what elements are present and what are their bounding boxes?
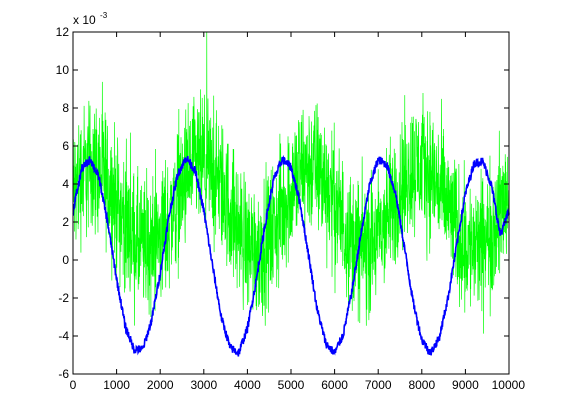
series-line-2 bbox=[72, 154, 510, 357]
x-tick-label: 5000 bbox=[278, 378, 305, 392]
y-tick-label: 0 bbox=[62, 253, 69, 267]
y-axis-exponent-power: -3 bbox=[100, 11, 108, 20]
x-tick-label: 2000 bbox=[147, 378, 174, 392]
y-axis-exponent-label: x 10 -3 bbox=[73, 11, 108, 27]
x-tick-label: 7000 bbox=[365, 378, 392, 392]
x-tick-label: 0 bbox=[70, 378, 77, 392]
x-tick-label: 10000 bbox=[492, 378, 526, 392]
x-tick-label: 6000 bbox=[321, 378, 348, 392]
y-tick-label: -6 bbox=[58, 367, 69, 381]
y-tick-label: 4 bbox=[62, 177, 69, 191]
x-tick-label: 4000 bbox=[234, 378, 261, 392]
x-tick-label: 1000 bbox=[103, 378, 130, 392]
y-tick-label: 6 bbox=[62, 139, 69, 153]
x-tick-label: 9000 bbox=[452, 378, 479, 392]
y-axis: -6 -4 -2 0 2 4 6 8 10 12 bbox=[56, 25, 509, 381]
y-tick-label: 10 bbox=[56, 63, 70, 77]
y-tick-label: 2 bbox=[62, 215, 69, 229]
x-axis: 0 1000 2000 3000 4000 5000 6000 7000 8000 9000 100… bbox=[70, 32, 526, 392]
x-tick-label: 3000 bbox=[190, 378, 217, 392]
y-tick-label: 12 bbox=[56, 25, 70, 39]
x-tick-label: 8000 bbox=[408, 378, 435, 392]
series-line-1 bbox=[72, 31, 510, 334]
y-tick-label: -2 bbox=[58, 291, 69, 305]
series-layer bbox=[72, 31, 510, 357]
y-axis-exponent-base: x 10 bbox=[73, 13, 96, 27]
y-tick-label: -4 bbox=[58, 329, 69, 343]
y-tick-label: 8 bbox=[62, 101, 69, 115]
